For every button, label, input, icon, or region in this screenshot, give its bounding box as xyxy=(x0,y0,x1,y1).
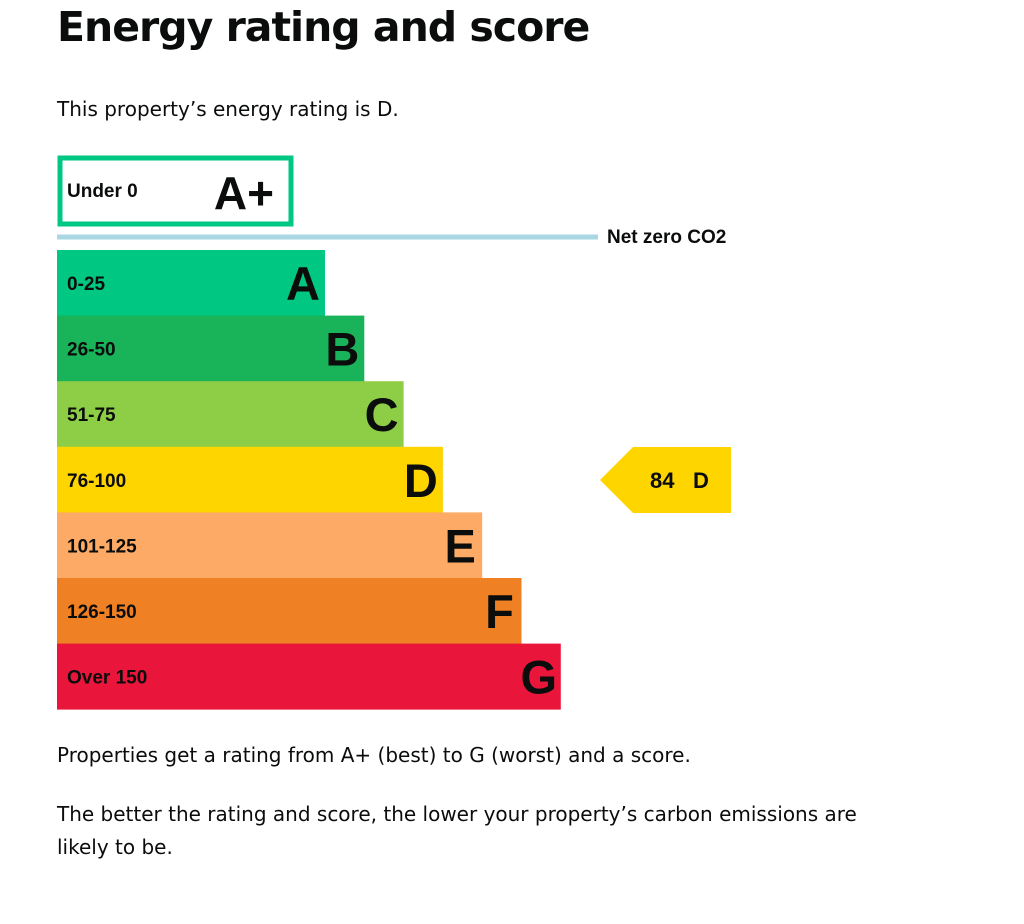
band-a-letter: A xyxy=(286,257,320,310)
page-title: Energy rating and score xyxy=(57,3,590,51)
aplus-letter: A+ xyxy=(214,167,274,219)
rating-range-text: Properties get a rating from A+ (best) t… xyxy=(57,743,691,767)
band-c-letter: C xyxy=(365,388,399,441)
band-f-range: 126-150 xyxy=(67,602,137,623)
band-g-range: Over 150 xyxy=(67,668,147,689)
current-rating-marker: 84 D xyxy=(600,447,731,513)
band-b-bar xyxy=(57,315,365,382)
band-e-bar xyxy=(57,512,483,579)
carbon-emissions-text: The better the rating and score, the low… xyxy=(57,802,857,859)
band-g-letter: G xyxy=(521,651,558,704)
band-d-letter: D xyxy=(404,454,438,507)
current-rating-arrow xyxy=(600,447,731,513)
current-rating-letter: D xyxy=(693,468,709,493)
band-b-letter: B xyxy=(325,323,359,376)
rating-summary: This property’s energy rating is D. xyxy=(57,97,399,121)
aplus-band-outline xyxy=(57,155,294,227)
band-d-range: 76-100 xyxy=(67,471,126,492)
band-b-range: 26-50 xyxy=(67,340,116,361)
band-e-range: 101-125 xyxy=(67,536,137,557)
current-score: 84 xyxy=(650,468,675,493)
band-c-bar xyxy=(57,381,404,448)
net-zero-label: Net zero CO2 xyxy=(607,227,726,248)
band-g-bar xyxy=(57,643,561,710)
band-f-letter: F xyxy=(485,585,514,638)
band-d-bar xyxy=(57,446,443,513)
band-a-bar xyxy=(57,250,325,316)
band-c-range: 51-75 xyxy=(67,405,116,426)
band-a-range: 0-25 xyxy=(67,274,105,295)
band-f-bar xyxy=(57,578,522,644)
band-e-letter: E xyxy=(445,519,476,572)
rating-bands: 0-25 A 26-50 B 51-75 C 76-100 D 101-125 E 126-150 F… xyxy=(57,250,561,710)
aplus-range-label: Under 0 xyxy=(67,181,138,202)
